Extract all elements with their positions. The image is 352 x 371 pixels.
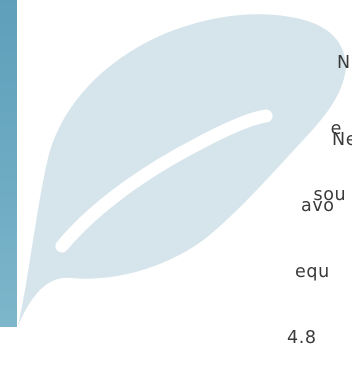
text-block-top: N e sou	[297, 8, 351, 228]
text-line: equ	[295, 262, 330, 282]
leaf-vein	[55, 109, 273, 253]
leaf-icon	[18, 14, 346, 326]
leaf-shape	[18, 14, 346, 326]
text-line: 4.8	[287, 328, 317, 348]
text-line: N	[337, 53, 351, 73]
side-stripe	[0, 0, 17, 327]
text-line: sou	[313, 185, 347, 205]
text-line: e	[330, 119, 343, 139]
text-block-bottom: Ne avo equ 4.8	[287, 85, 352, 371]
text-line: Ne	[332, 130, 352, 150]
text-line: avo	[301, 196, 335, 216]
